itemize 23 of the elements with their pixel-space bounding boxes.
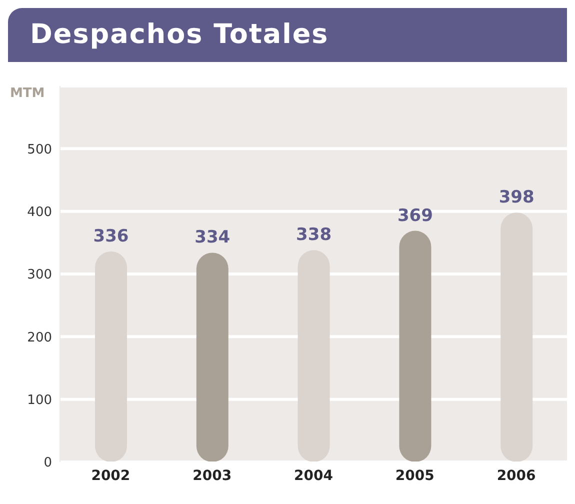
bar (196, 252, 228, 462)
y-tick-label: 300 (27, 268, 52, 283)
x-tick-label: 2004 (294, 468, 334, 484)
data-label: 334 (194, 228, 230, 248)
y-tick-label: 100 (27, 392, 52, 408)
data-label: 336 (93, 226, 129, 246)
y-tick-label: 400 (27, 204, 52, 220)
chart-title: Despachos Totales (8, 8, 567, 62)
bar (95, 251, 127, 462)
x-tick-label: 2006 (496, 468, 536, 484)
x-tick-label: 2005 (395, 468, 434, 484)
x-tick-label: 2002 (91, 468, 130, 484)
y-tick-label: 500 (27, 142, 52, 158)
data-label: 338 (296, 225, 332, 246)
y-tick-label: 0 (44, 456, 52, 471)
y-tick-label: 200 (27, 330, 52, 346)
data-label: 398 (498, 188, 534, 208)
x-tick-label: 2003 (192, 468, 232, 484)
bar (298, 250, 330, 462)
data-label: 369 (397, 206, 433, 226)
bar (500, 212, 533, 462)
bar (399, 230, 432, 462)
y-axis-title: MTM (10, 86, 45, 101)
